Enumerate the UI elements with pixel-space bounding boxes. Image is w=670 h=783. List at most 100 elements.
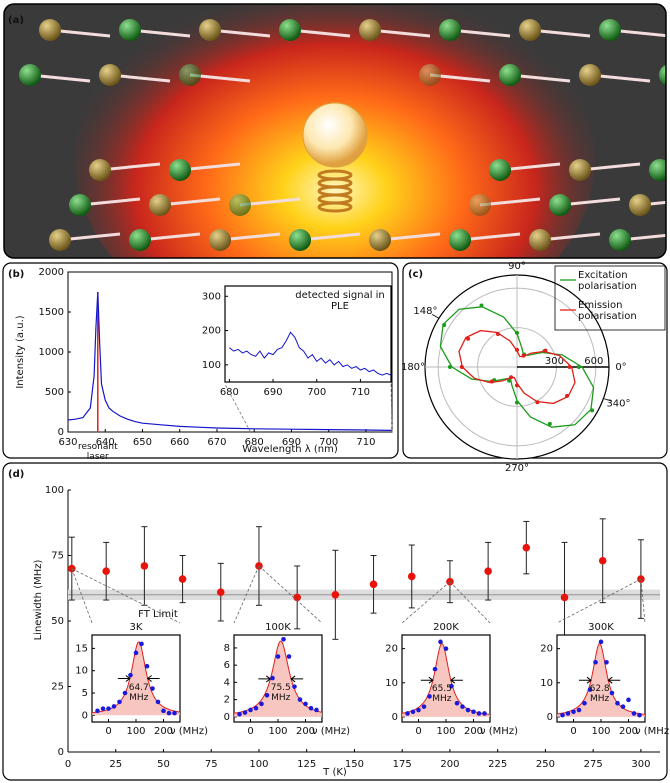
x-tick-label: 200 (464, 726, 483, 737)
x-tick-label: 0 (105, 726, 111, 737)
panel-label: (a) (8, 15, 24, 26)
inset-frame (224, 285, 392, 383)
atom (519, 19, 541, 41)
inset-title: 100K (265, 622, 291, 633)
x-tick-label: 100 (436, 726, 455, 737)
y-tick-label: 10 (540, 678, 553, 689)
annotation-leader (432, 314, 440, 319)
data-point (438, 639, 443, 645)
atom (229, 194, 251, 216)
x-axis-label: T (K) (322, 767, 347, 778)
legend-label: Excitation polarisation (578, 270, 637, 292)
annotation: 148° (413, 306, 437, 317)
inset-title: 300K (588, 622, 614, 633)
data-point (102, 567, 110, 576)
data-point (609, 690, 615, 696)
x-tick-label: 670 (207, 437, 226, 448)
atom (149, 194, 171, 216)
data-point (521, 353, 526, 358)
data-point (560, 593, 569, 602)
data-point (407, 572, 416, 581)
atom (439, 19, 461, 41)
data-point (626, 697, 631, 703)
inset-x-label: ν (MHz) (635, 726, 670, 737)
inset-connector (556, 578, 642, 624)
x-tick-label: 650 (133, 437, 152, 448)
data-point (479, 303, 484, 308)
y-tick-label: 0 (82, 710, 88, 721)
inset-x-label: ν (MHz) (480, 726, 518, 737)
data-point (166, 710, 172, 716)
x-tick-label: 25 (109, 759, 122, 770)
data-point (442, 322, 447, 327)
x-tick-label: 640 (96, 437, 115, 448)
data-point (416, 707, 421, 713)
data-point (443, 646, 449, 651)
data-point (582, 700, 587, 706)
atom (169, 159, 191, 181)
fit-area (234, 641, 322, 717)
x-tick-label: 630 (58, 437, 77, 448)
x-tick-label: 200 (440, 759, 459, 770)
x-tick-label: 690 (264, 387, 283, 398)
data-point (95, 708, 100, 714)
spectrum-line (67, 291, 393, 431)
inset-connector (640, 579, 646, 624)
data-point (161, 708, 166, 714)
data-point (100, 706, 106, 711)
atom (609, 229, 631, 251)
y-tick-label: 10 (385, 678, 398, 689)
data-point (293, 593, 301, 602)
annotation: resonant laser (77, 442, 118, 462)
data-point (216, 588, 225, 596)
data-point (286, 654, 292, 659)
legend-frame (554, 265, 666, 331)
data-point (421, 704, 427, 709)
data-point (489, 379, 494, 384)
atom (369, 229, 391, 251)
angle-label: 270° (505, 463, 529, 474)
x-tick-label: 225 (488, 759, 507, 770)
fwhm-label: 65.5 MHz (431, 684, 452, 705)
atom (469, 194, 491, 216)
panel-border (3, 3, 667, 259)
data-point (308, 705, 314, 711)
data-point (314, 707, 319, 713)
data-point (560, 712, 565, 718)
atom (69, 194, 91, 216)
bulb (302, 102, 368, 168)
x-tick-label: 100 (591, 726, 610, 737)
data-point (178, 575, 187, 583)
inset-x-label: ν (MHz) (170, 726, 208, 737)
y-axis-label: Linewidth (MHz) (33, 560, 44, 641)
data-point (369, 580, 378, 589)
y-tick-label: 20 (385, 644, 398, 655)
data-point (604, 659, 609, 665)
atom (489, 159, 511, 181)
y-tick-label: 0 (547, 712, 553, 723)
x-tick-label: 0 (570, 726, 576, 737)
y-tick-label: 8 (224, 643, 230, 654)
y-tick-label: 100 (45, 485, 64, 496)
data-point (571, 709, 576, 715)
data-point (270, 675, 275, 681)
atom (569, 159, 591, 181)
inset-connector (401, 581, 451, 624)
y-tick-label: 0 (392, 712, 398, 723)
data-point (150, 686, 155, 691)
y-tick-label: 15 (75, 643, 88, 654)
x-tick-label: 0 (415, 726, 421, 737)
panel-label: (d) (8, 469, 24, 480)
inset-connector (449, 581, 491, 624)
data-point (567, 365, 572, 369)
atom (99, 64, 121, 86)
data-point (565, 711, 571, 716)
data-point (242, 710, 248, 715)
y-tick-label: 6 (224, 660, 230, 671)
y-tick-label: 2000 (39, 267, 64, 278)
x-tick-label: 700 (307, 387, 326, 398)
atom (89, 159, 111, 181)
data-point (495, 331, 500, 336)
data-point (133, 650, 139, 656)
